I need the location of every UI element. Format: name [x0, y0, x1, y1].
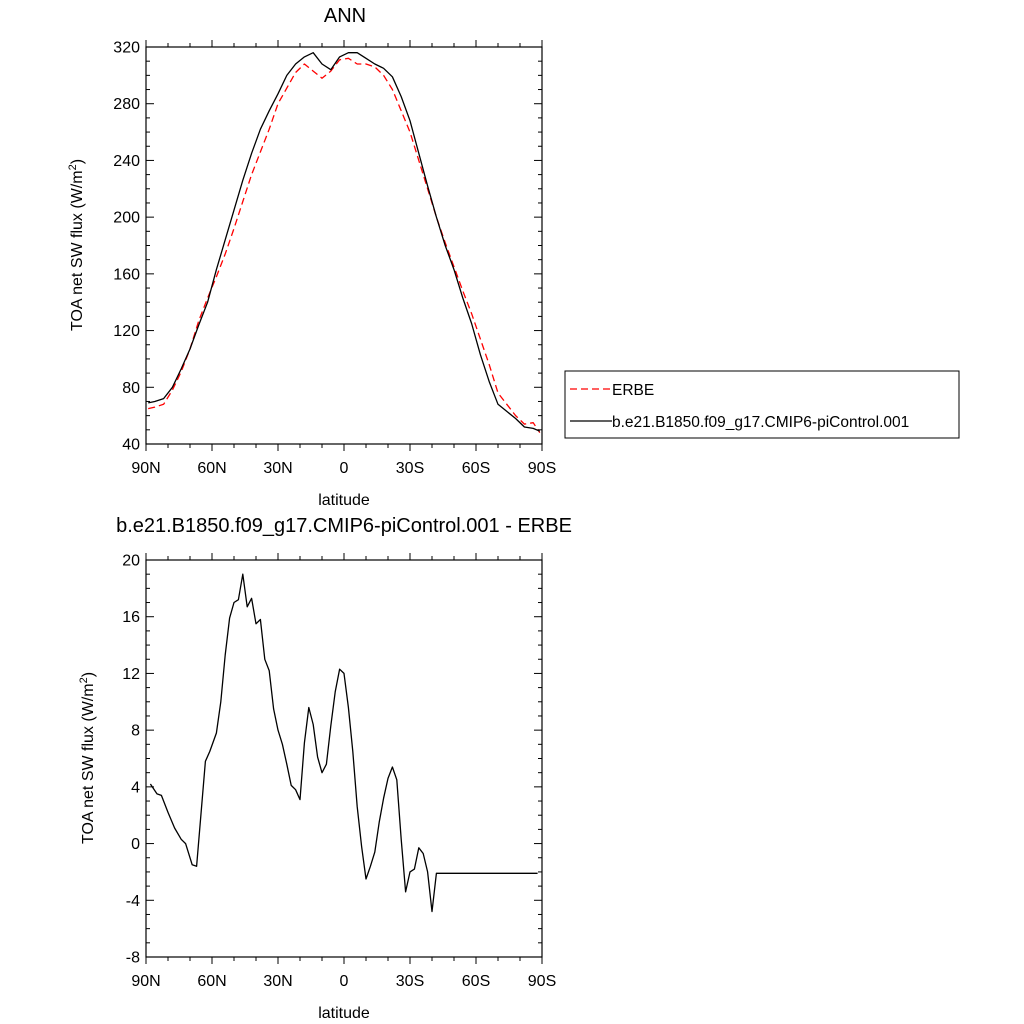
- panel-top: ANN 40 80 120 160 200 240 280 320 90N 60N 30N 0 30S…: [67, 5, 960, 509]
- y-tick-label: 4: [131, 779, 140, 796]
- plot-frame: [145, 46, 543, 445]
- y-tick-label: 0: [131, 836, 140, 853]
- y-tick-label: 320: [113, 40, 140, 57]
- y-tick-label: 20: [122, 553, 140, 570]
- series-line-0: [149, 573, 538, 913]
- x-axis-label: latitude: [318, 492, 370, 509]
- y-axis-label: TOA net SW flux (W/m2): [67, 159, 86, 331]
- y-axis-label-main: TOA net SW flux (W/m: [80, 683, 97, 844]
- y-tick-label: 8: [131, 723, 140, 740]
- x-tick-label: 30S: [396, 973, 424, 990]
- y-tick-label: 200: [113, 210, 140, 227]
- legend-label-model: b.e21.B1850.f09_g17.CMIP6-piControl.001: [612, 414, 909, 431]
- y-tick-labels: 40 80 120 160 200 240 280 320: [113, 40, 140, 454]
- x-tick-label: 90S: [528, 460, 556, 477]
- y-axis-label-main: TOA net SW flux (W/m: [69, 170, 86, 331]
- y-tick-label: 160: [113, 266, 140, 283]
- y-axis-label: TOA net SW flux (W/m2): [78, 672, 97, 844]
- y-tick-label: -8: [126, 950, 140, 967]
- y-tick-label: 40: [122, 437, 140, 454]
- x-tick-label: 0: [340, 460, 349, 477]
- y-tick-label: 16: [122, 609, 140, 626]
- x-axis-label: latitude: [318, 1005, 370, 1022]
- x-tick-label: 60N: [197, 973, 226, 990]
- x-tick-label: 30N: [263, 460, 292, 477]
- x-tick-label: 60N: [197, 460, 226, 477]
- series-line-erbe: [148, 57, 541, 434]
- y-tick-label: -4: [126, 893, 140, 910]
- x-tick-label: 60S: [462, 973, 490, 990]
- legend-box: [564, 370, 960, 439]
- y-axis-label-sup: 2: [78, 677, 90, 683]
- plot-lines: [149, 573, 538, 913]
- x-tick-label: 30N: [263, 973, 292, 990]
- y-axis-label-tail: ): [80, 672, 97, 677]
- x-tick-label: 90S: [528, 973, 556, 990]
- y-axis-label-tail: ): [69, 159, 86, 164]
- axis-ticks: [145, 40, 543, 451]
- x-tick-label: 30S: [396, 460, 424, 477]
- plot-lines: [148, 52, 541, 434]
- x-tick-label: 60S: [462, 460, 490, 477]
- y-axis-label-sup: 2: [67, 164, 79, 170]
- legend: ERBE b.e21.B1850.f09_g17.CMIP6-piControl…: [564, 370, 960, 439]
- axis-ticks: [145, 553, 543, 964]
- y-tick-label: 12: [122, 666, 140, 683]
- y-tick-labels: -8 -4 0 4 8 12 16 20: [122, 553, 140, 967]
- chart-title: b.e21.B1850.f09_g17.CMIP6-piControl.001 …: [116, 515, 572, 537]
- plot-frame: [145, 559, 543, 958]
- x-tick-label: 90N: [131, 973, 160, 990]
- x-tick-labels: 90N 60N 30N 0 30S 60S 90S: [131, 973, 556, 990]
- series-line-b-e21-b1850-f09-g17-cmip6-picontrol-001: [148, 52, 541, 432]
- x-tick-labels: 90N 60N 30N 0 30S 60S 90S: [131, 460, 556, 477]
- legend-label-erbe: ERBE: [612, 382, 654, 399]
- x-tick-label: 90N: [131, 460, 160, 477]
- y-tick-label: 120: [113, 323, 140, 340]
- x-tick-label: 0: [340, 973, 349, 990]
- y-tick-label: 240: [113, 153, 140, 170]
- y-tick-label: 280: [113, 96, 140, 113]
- panel-bottom: b.e21.B1850.f09_g17.CMIP6-piControl.001 …: [78, 515, 572, 1022]
- chart-title: ANN: [324, 5, 366, 27]
- y-tick-label: 80: [122, 380, 140, 397]
